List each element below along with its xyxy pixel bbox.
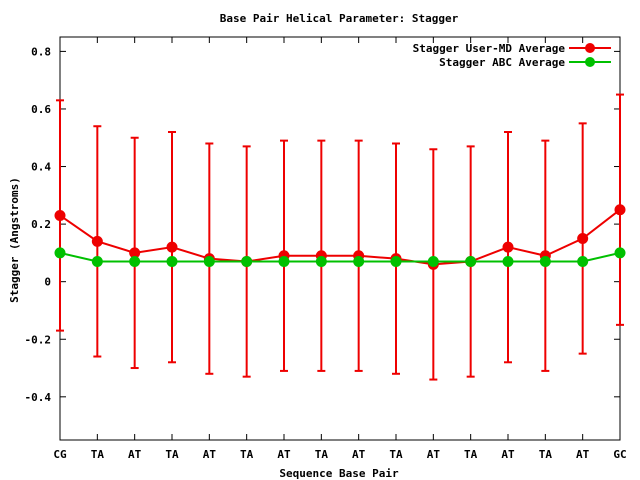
data-point-s0 [577, 233, 589, 244]
y-tick-label: 0.8 [31, 45, 51, 58]
data-point-s1 [166, 256, 178, 268]
data-point-s1 [577, 256, 589, 268]
x-tick-label: AT [427, 448, 441, 461]
x-tick-label: GC [613, 448, 626, 461]
x-tick-label: AT [203, 448, 217, 461]
plot-area [59, 36, 621, 441]
legend: Stagger User-MD Average Stagger ABC Aver… [413, 42, 611, 69]
plot-frame [59, 36, 621, 441]
data-point-s1 [315, 256, 327, 268]
x-tick-label: AT [352, 448, 366, 461]
x-tick-label: TA [315, 448, 329, 461]
x-tick-label: TA [91, 448, 105, 461]
data-point-s1 [203, 256, 215, 268]
data-point-s1 [502, 256, 514, 268]
series-line-0 [59, 208, 621, 266]
x-tick-label: AT [277, 448, 291, 461]
y-axis-label: Stagger (Angstroms) [8, 177, 21, 303]
x-tick-label: AT [576, 448, 590, 461]
data-point-s1 [353, 256, 365, 268]
data-point-s1 [278, 256, 290, 268]
x-tick-label: TA [165, 448, 179, 461]
x-tick-label: TA [464, 448, 478, 461]
x-tick-label: TA [389, 448, 403, 461]
y-tick-label: -0.2 [25, 333, 52, 346]
y-tick-label: -0.4 [25, 391, 52, 404]
y-tick-label: 0 [44, 276, 51, 289]
data-point-s1 [465, 256, 477, 268]
legend-label-abc: Stagger ABC Average [439, 56, 565, 69]
data-point-s0 [166, 241, 178, 253]
series-line-1 [59, 251, 621, 263]
series-layer [54, 93, 626, 381]
x-axis-label: Sequence Base Pair [279, 467, 399, 480]
y-tick-label: 0.4 [31, 161, 51, 174]
legend-label-user-md: Stagger User-MD Average [413, 42, 566, 55]
x-tick-label: AT [128, 448, 142, 461]
y-tick-label: 0.6 [31, 103, 51, 116]
data-point-s0 [614, 204, 626, 216]
x-tick-label: AT [501, 448, 515, 461]
y-tick-label: 0.2 [31, 218, 51, 231]
data-point-s1 [54, 247, 66, 259]
data-point-s1 [614, 247, 626, 259]
data-point-s1 [241, 256, 253, 268]
data-point-s0 [91, 235, 103, 247]
data-point-s1 [427, 256, 439, 268]
data-point-s0 [54, 209, 66, 221]
chart-title: Base Pair Helical Parameter: Stagger [220, 12, 459, 25]
x-tick-label: CG [53, 448, 67, 461]
legend-marker-0 [585, 43, 595, 53]
data-point-s0 [502, 241, 514, 253]
data-point-s1 [390, 256, 402, 268]
data-point-s1 [91, 256, 103, 268]
x-axis: CG TA AT TA AT TA AT TA AT TA AT TA AT TA AT GC [53, 37, 627, 461]
y-axis: -0.4 -0.2 0 0.2 0.4 0.6 0.8 [25, 45, 620, 404]
legend-marker-1 [585, 57, 595, 67]
x-tick-label: TA [539, 448, 553, 461]
data-point-s1 [539, 256, 551, 268]
data-point-s1 [129, 256, 141, 268]
x-tick-label: TA [240, 448, 254, 461]
